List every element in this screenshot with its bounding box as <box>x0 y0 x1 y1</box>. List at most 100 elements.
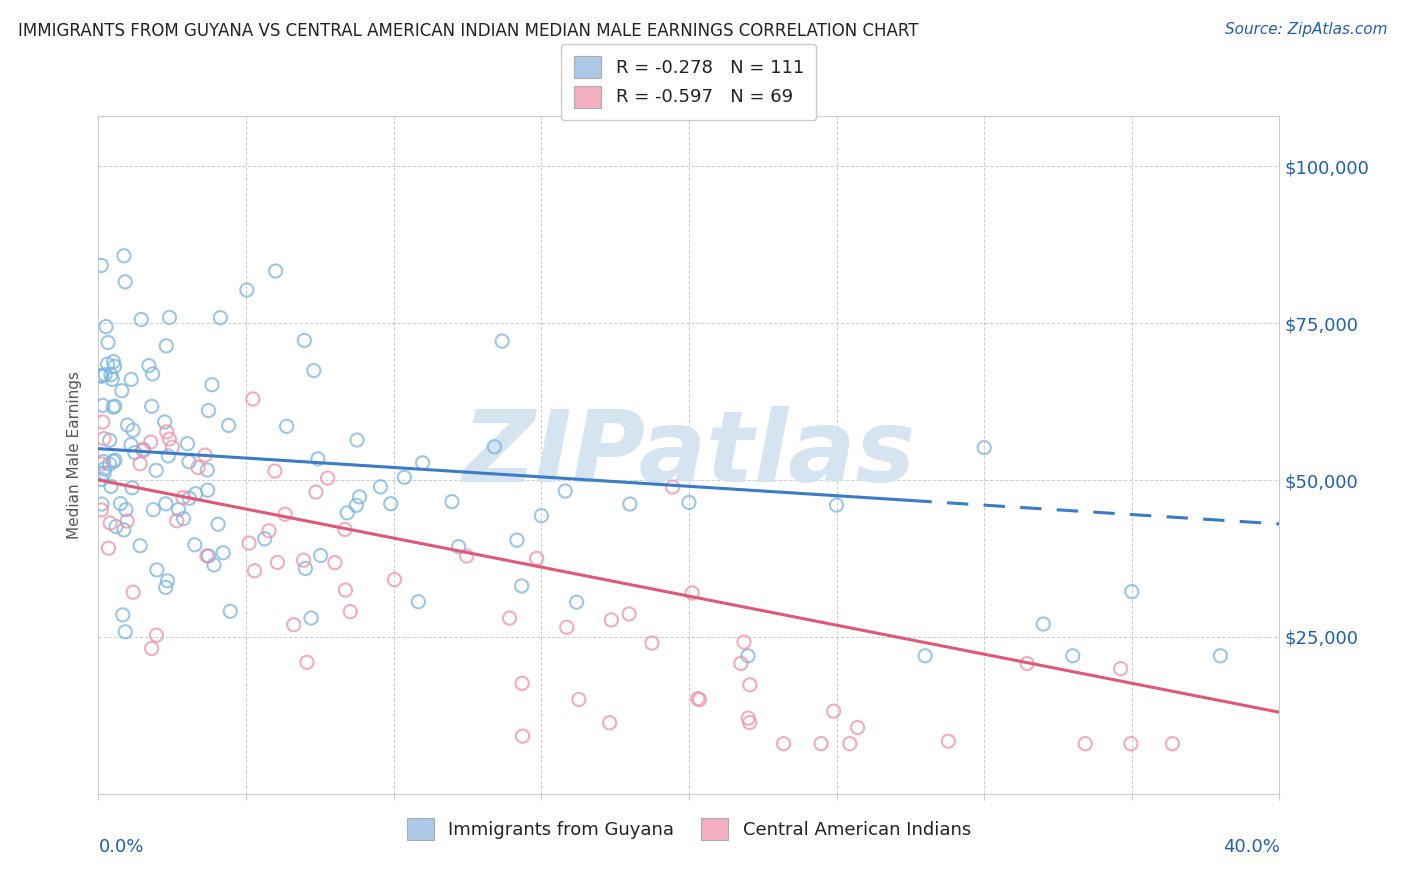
Point <box>914 648 936 663</box>
Point <box>238 536 260 550</box>
Point <box>98 434 121 448</box>
Point <box>115 502 138 516</box>
Point <box>176 436 198 450</box>
Point <box>157 449 180 463</box>
Point <box>810 737 832 751</box>
Point <box>772 737 794 751</box>
Point <box>456 549 478 563</box>
Point <box>323 556 346 570</box>
Point <box>141 641 163 656</box>
Point <box>197 483 219 497</box>
Point <box>617 607 640 621</box>
Point <box>498 611 520 625</box>
Point <box>936 734 959 748</box>
Point <box>93 432 115 446</box>
Point <box>1109 662 1132 676</box>
Point <box>156 425 179 439</box>
Point <box>117 418 139 433</box>
Point <box>145 628 167 642</box>
Point <box>184 538 207 552</box>
Point <box>1032 617 1054 632</box>
Point <box>97 541 120 556</box>
Point <box>129 539 152 553</box>
Point <box>90 259 112 273</box>
Point <box>187 460 209 475</box>
Point <box>114 624 136 639</box>
Point <box>973 441 995 455</box>
Point <box>159 310 181 325</box>
Point <box>202 558 225 572</box>
Text: 0.0%: 0.0% <box>98 838 143 856</box>
Point <box>295 655 318 669</box>
Point <box>122 585 145 599</box>
Point <box>105 519 128 533</box>
Point <box>142 502 165 516</box>
Point <box>93 466 115 480</box>
Y-axis label: Median Male Earnings: Median Male Earnings <box>67 371 83 539</box>
Point <box>447 540 470 554</box>
Point <box>292 553 315 567</box>
Point <box>179 491 201 506</box>
Point <box>172 491 194 505</box>
Point <box>825 498 848 512</box>
Text: 40.0%: 40.0% <box>1223 838 1279 856</box>
Point <box>565 595 588 609</box>
Point <box>440 494 463 508</box>
Point <box>162 440 184 454</box>
Point <box>686 691 709 706</box>
Point <box>236 283 259 297</box>
Point <box>412 456 434 470</box>
Point <box>138 359 160 373</box>
Point <box>394 470 416 484</box>
Point <box>96 357 118 371</box>
Point <box>554 483 576 498</box>
Point <box>274 507 297 521</box>
Point <box>145 463 167 477</box>
Point <box>90 503 112 517</box>
Point <box>90 457 112 471</box>
Point <box>121 481 143 495</box>
Point <box>242 392 264 406</box>
Point <box>218 418 240 433</box>
Point <box>384 573 406 587</box>
Point <box>555 620 578 634</box>
Point <box>129 457 152 471</box>
Point <box>139 435 162 450</box>
Point <box>484 440 506 454</box>
Point <box>316 471 339 485</box>
Point <box>1209 648 1232 663</box>
Point <box>1161 737 1184 751</box>
Point <box>339 605 361 619</box>
Point <box>738 715 761 730</box>
Point <box>103 400 125 414</box>
Point <box>156 574 179 588</box>
Point <box>619 497 641 511</box>
Point <box>157 432 180 446</box>
Point <box>737 711 759 725</box>
Point <box>506 533 529 548</box>
Point <box>155 497 177 511</box>
Point <box>846 721 869 735</box>
Point <box>90 368 112 383</box>
Point <box>1119 737 1142 751</box>
Point <box>599 715 621 730</box>
Point <box>264 464 287 478</box>
Point <box>219 604 242 618</box>
Point <box>512 729 534 743</box>
Point <box>101 372 124 386</box>
Point <box>124 445 146 459</box>
Point <box>600 613 623 627</box>
Point <box>197 403 219 417</box>
Point <box>1121 584 1143 599</box>
Point <box>1017 657 1039 671</box>
Point <box>1074 737 1097 751</box>
Point <box>104 399 127 413</box>
Point <box>90 472 112 486</box>
Point <box>689 692 711 706</box>
Point <box>302 363 325 377</box>
Point <box>737 648 759 663</box>
Point <box>641 636 664 650</box>
Point <box>344 498 367 512</box>
Point <box>370 480 392 494</box>
Point <box>184 486 207 500</box>
